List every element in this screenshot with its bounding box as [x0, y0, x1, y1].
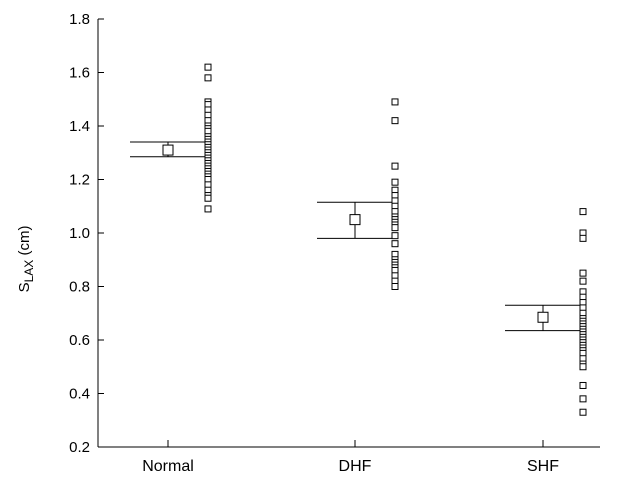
y-axis-title: SLAX (cm)	[16, 226, 36, 293]
data-point	[391, 283, 399, 290]
x-axis: Normal DHF SHF	[98, 440, 600, 475]
group-dhf	[317, 98, 399, 290]
x-tick-label: Normal	[142, 458, 194, 475]
y-tick-label: 1.6	[69, 65, 90, 82]
y-tick-label: 1.0	[69, 225, 90, 242]
data-point	[579, 381, 587, 389]
y-axis-title-main: S	[16, 282, 33, 292]
chart-marks	[130, 63, 587, 416]
data-point	[391, 240, 399, 248]
y-tick-label: 0.6	[69, 332, 90, 349]
data-point	[579, 408, 587, 416]
mean-marker	[537, 311, 549, 323]
data-point	[579, 234, 587, 242]
data-point	[204, 63, 212, 71]
y-tick-label: 0.2	[69, 439, 90, 456]
mean-marker	[162, 144, 174, 156]
mean-marker	[349, 214, 361, 226]
group-shf	[505, 208, 587, 416]
data-point	[579, 208, 587, 216]
x-tick-label: SHF	[527, 458, 559, 475]
data-point	[204, 205, 212, 213]
data-point	[579, 395, 587, 403]
data-point	[391, 232, 399, 240]
data-point	[391, 224, 399, 232]
data-point	[391, 98, 399, 106]
data-point	[391, 162, 399, 170]
group-normal	[130, 63, 212, 213]
data-point	[579, 363, 587, 371]
y-tick-label: 1.8	[69, 11, 90, 28]
data-point	[204, 74, 212, 82]
data-point	[579, 269, 587, 277]
y-axis-title-subscript: LAX	[22, 260, 36, 283]
data-point	[391, 178, 399, 186]
data-point	[204, 194, 212, 202]
y-axis: 0.2 0.4 0.6 0.8 1.0 1.2 1.4 1.6 1.8	[69, 11, 104, 456]
data-point	[579, 277, 587, 285]
y-tick-label: 0.4	[69, 386, 90, 403]
y-axis-title-unit: (cm)	[16, 226, 33, 260]
y-tick-label: 1.4	[69, 118, 90, 135]
data-point	[391, 117, 399, 125]
y-tick-label: 0.8	[69, 279, 90, 296]
y-tick-label: 1.2	[69, 172, 90, 189]
x-tick-label: DHF	[339, 458, 372, 475]
